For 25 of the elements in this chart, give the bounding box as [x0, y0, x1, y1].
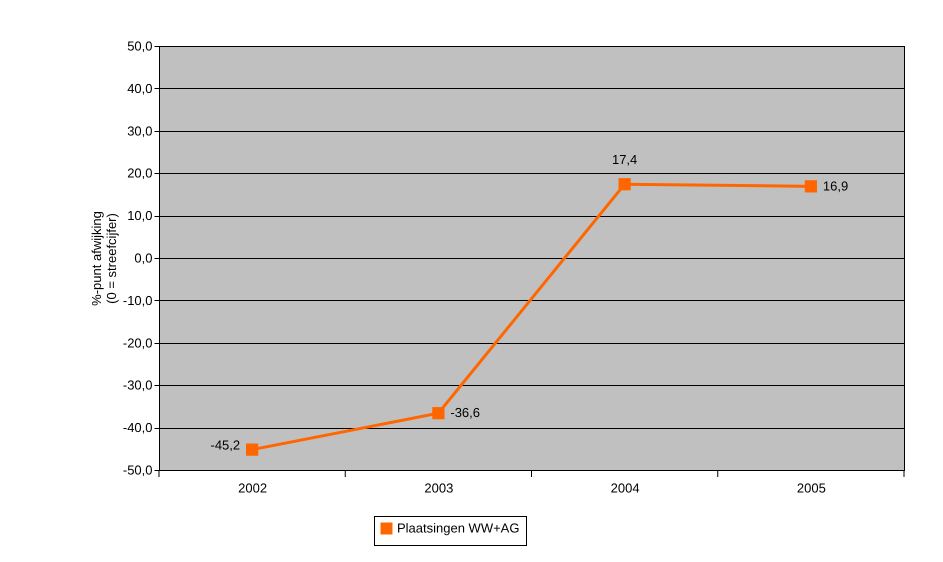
y-tick-label: -40,0: [122, 420, 152, 436]
y-axis-title: %-punt afwijking (0 = streefcijfer): [88, 211, 119, 306]
data-label: 17,4: [612, 152, 638, 168]
y-tick-label: 50,0: [127, 38, 152, 54]
y-tick-label: 30,0: [127, 123, 152, 138]
y-tick-label: -10,0: [122, 292, 152, 308]
data-label: -45,2: [210, 438, 240, 453]
point: [432, 407, 444, 420]
x-tick-label: 2002: [238, 480, 268, 496]
y-tick-label: 40,0: [127, 80, 152, 96]
y-tick-label: -20,0: [122, 335, 152, 350]
y-tick-label: 0,0: [134, 250, 152, 266]
point: [618, 178, 631, 190]
point: [804, 180, 817, 192]
x-tick-label: 2004: [610, 480, 640, 496]
y-tick-label: -30,0: [122, 378, 152, 393]
data-label: -36,6: [450, 405, 480, 420]
x-tick-label: 2005: [796, 480, 826, 496]
y-tick-label: 20,0: [127, 166, 152, 181]
data-label: 16,9: [822, 178, 848, 194]
y-tick-label: -50,0: [122, 462, 152, 478]
y-tick-label: 10,0: [127, 208, 152, 224]
legend-label: Plaatsingen WW+AG: [397, 520, 520, 536]
x-tick-label: 2003: [424, 480, 454, 496]
point: [246, 444, 258, 456]
